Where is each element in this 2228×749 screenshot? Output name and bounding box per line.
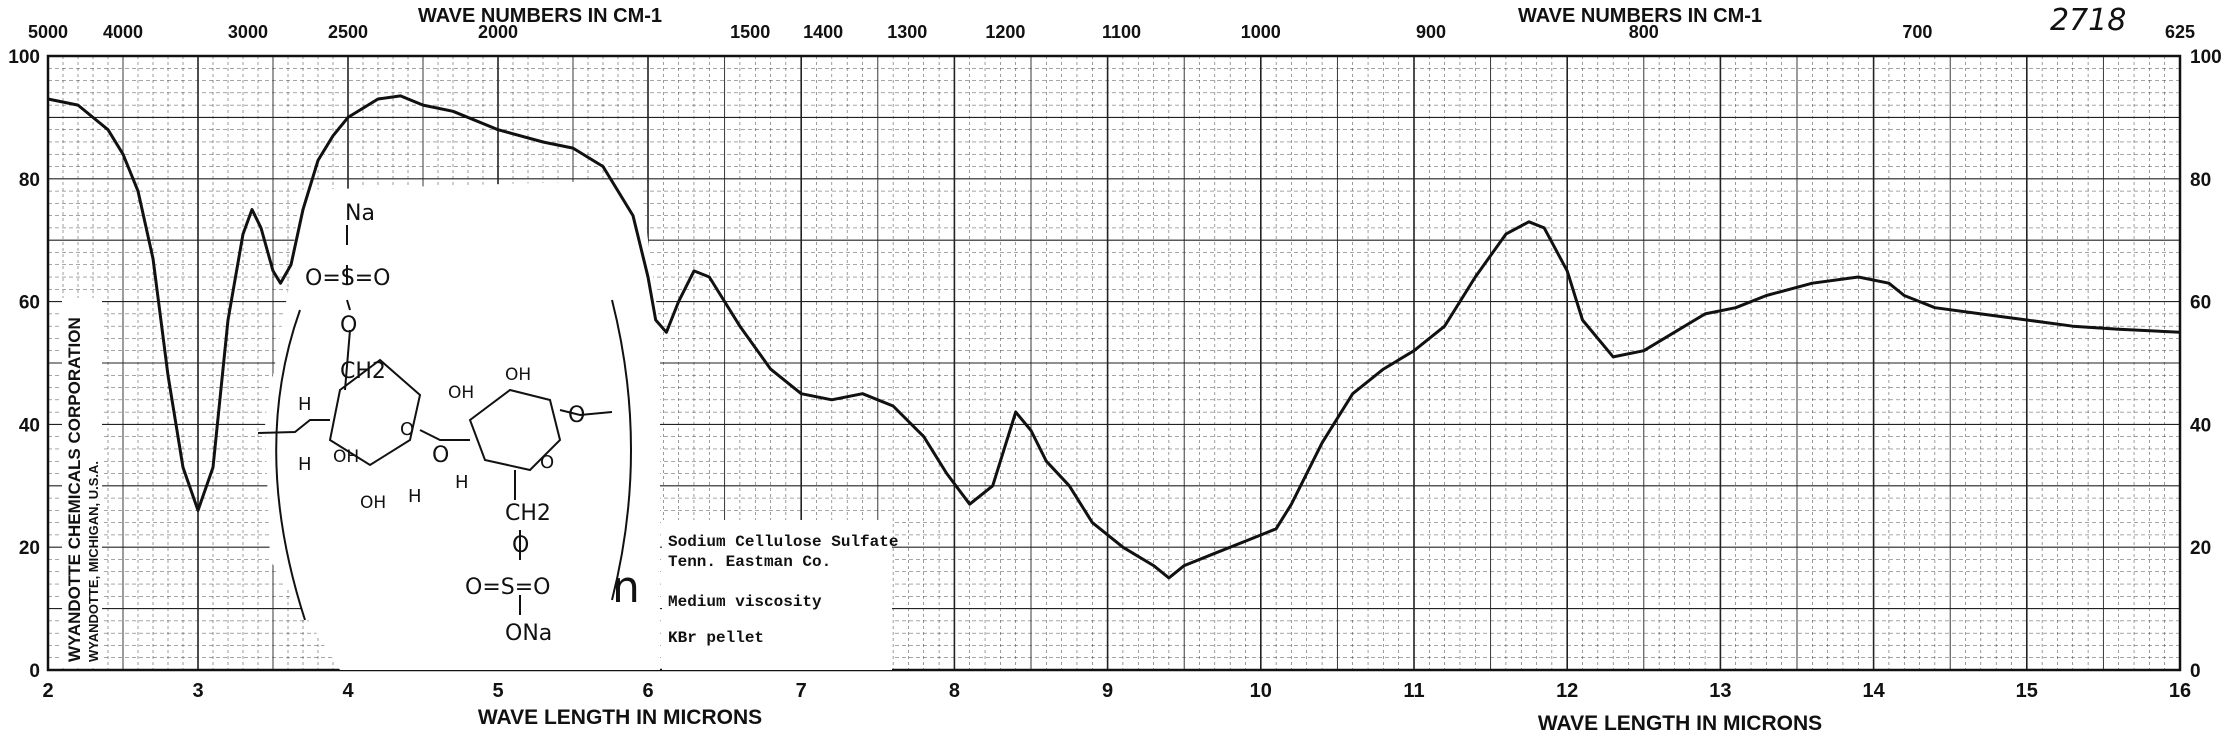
x-tick-labels: 2 3 4 5 6 7 8 9 10 11 12 13 14 15 16 (42, 680, 2191, 702)
wavenumber-tick-label: 1500 (730, 22, 770, 42)
structure-oh-d: OH (505, 365, 531, 385)
structure-o-bottom: O (512, 533, 529, 558)
x-tick-label: 16 (2169, 680, 2191, 702)
structure-bond-left-tail (257, 419, 330, 434)
wavenumber-tick-label: 4000 (103, 22, 143, 42)
x-tick-label: 14 (1862, 680, 1885, 702)
structure-labels: Na O=S=O O CH2 H H OH OH H O O OH OH H O… (298, 201, 640, 646)
structure-oh-a: OH (333, 447, 359, 467)
structure-oso-top: O=S=O (305, 266, 390, 291)
structure-na-top: Na (345, 201, 375, 226)
structure-h-a: H (298, 394, 312, 415)
spectrum-series (47, 94, 2181, 580)
y-tick-label-right: 80 (2190, 170, 2211, 191)
y-tick-label-left: 80 (19, 170, 40, 191)
structure-bond-bridge-1 (419, 429, 470, 441)
x-tick-label: 6 (642, 680, 653, 702)
company-label: WYANDOTTE CHEMICALS CORPORATION WYANDOTT… (62, 298, 102, 668)
y-tick-label-right: 100 (2190, 47, 2222, 68)
wavenumber-tick-label: 1400 (803, 22, 843, 42)
y-tick-label-left: 100 (8, 47, 40, 68)
structure-o-ring-1: O (400, 419, 414, 440)
y-tick-label-right: 40 (2190, 415, 2211, 436)
y-tick-label-left: 20 (19, 538, 40, 559)
spectrum-number: 2718 (2050, 3, 2126, 38)
y-tick-label-left: 60 (19, 293, 40, 314)
structure-h-b: H (298, 454, 312, 475)
structure-bracket-left (275, 309, 306, 621)
structure-bond-bridge-2 (559, 409, 613, 417)
structure-ch2-top: CH2 (340, 359, 386, 384)
sample-line-4: KBr pellet (668, 629, 764, 647)
sample-line-1: Sodium Cellulose Sulfate (668, 533, 898, 551)
y-tick-label-right: 60 (2190, 293, 2211, 314)
sample-info: Sodium Cellulose Sulfate Tenn. Eastman C… (662, 520, 898, 670)
structure-oh-b: OH (360, 493, 386, 513)
wavenumber-tick-label: 5000 (28, 22, 68, 42)
bottom-axis-title-right: WAVE LENGTH IN MICRONS (1538, 712, 1822, 735)
x-tick-label: 8 (949, 680, 960, 702)
sample-line-3: Medium viscosity (668, 593, 822, 611)
structure-background (265, 180, 660, 670)
structure-bracket-right (611, 299, 632, 601)
top-axis-title-right: WAVE NUMBERS IN CM-1 (1518, 5, 1762, 27)
structure-ring-2 (468, 388, 562, 472)
structure-h-d: H (455, 472, 469, 493)
wavenumber-tick-label: 1300 (887, 22, 927, 42)
structure-ch2-bottom: CH2 (505, 501, 551, 526)
x-tick-label: 15 (2016, 680, 2038, 702)
wavenumber-tick-label: 1200 (985, 22, 1025, 42)
bottom-axis-title-left: WAVE LENGTH IN MICRONS (478, 706, 762, 729)
wavenumber-tick-label: 700 (1902, 22, 1932, 42)
y-tick-labels: 0 20 40 60 80 100 0 20 40 60 80 100 (8, 47, 2221, 682)
x-tick-label: 13 (1709, 680, 1731, 702)
y-tick-label-right: 20 (2190, 538, 2211, 559)
structure-o-ring-2: O (540, 452, 554, 473)
company-name: WYANDOTTE CHEMICALS CORPORATION (65, 317, 84, 662)
structure-bond-ch2-top (344, 329, 351, 391)
structure-oso-bottom: O=S=O (465, 575, 550, 600)
y-tick-label-left: 40 (19, 415, 40, 436)
x-tick-label: 3 (192, 680, 203, 702)
x-tick-label: 5 (492, 680, 503, 702)
structure-h-c: H (408, 486, 422, 507)
x-tick-label: 2 (42, 680, 53, 702)
wavenumber-tick-label: 1000 (1241, 22, 1281, 42)
y-tick-label-left: 0 (29, 661, 40, 682)
sample-info-box (662, 520, 892, 670)
structure-ring-1 (328, 358, 422, 467)
company-city: WYANDOTTE, MICHIGAN, U.S.A. (86, 461, 101, 662)
wavenumber-tick-label: 2000 (478, 22, 518, 42)
structure-o-bridge-1: O (432, 443, 449, 468)
wavenumber-tick-label: 625 (2165, 22, 2195, 42)
structure-n: n (612, 562, 640, 613)
x-tick-label: 9 (1102, 680, 1113, 702)
spectrum-line (47, 94, 2181, 580)
structure-ona-bottom: ONa (505, 621, 552, 646)
structure-o-top: O (340, 313, 357, 338)
y-tick-label-right: 0 (2190, 661, 2201, 682)
sample-line-2: Tenn. Eastman Co. (668, 553, 831, 571)
wavenumber-tick-label: 3000 (228, 22, 268, 42)
structure-oh-c: OH (448, 383, 474, 403)
wavenumber-tick-labels: 5000 4000 3000 2500 2000 1500 1400 1300 1200 1100… (28, 22, 2195, 42)
x-tick-label: 11 (1403, 680, 1424, 702)
wavenumber-tick-label: 900 (1416, 22, 1446, 42)
wavenumber-tick-label: 800 (1629, 22, 1659, 42)
x-tick-label: 12 (1556, 680, 1578, 702)
x-tick-label: 4 (342, 680, 354, 702)
wavenumber-tick-label: 2500 (328, 22, 368, 42)
wavenumber-tick-label: 1100 (1102, 22, 1141, 42)
structure-drawing (257, 225, 632, 621)
structure-o-bridge-2: O (568, 403, 585, 428)
top-axis-title-left: WAVE NUMBERS IN CM-1 (418, 5, 662, 27)
company-label-box (62, 298, 102, 668)
x-tick-label: 7 (796, 680, 807, 702)
plot-frame (46, 54, 2182, 672)
x-tick-label: 10 (1250, 680, 1272, 702)
structure-bond-o-top (346, 299, 351, 311)
